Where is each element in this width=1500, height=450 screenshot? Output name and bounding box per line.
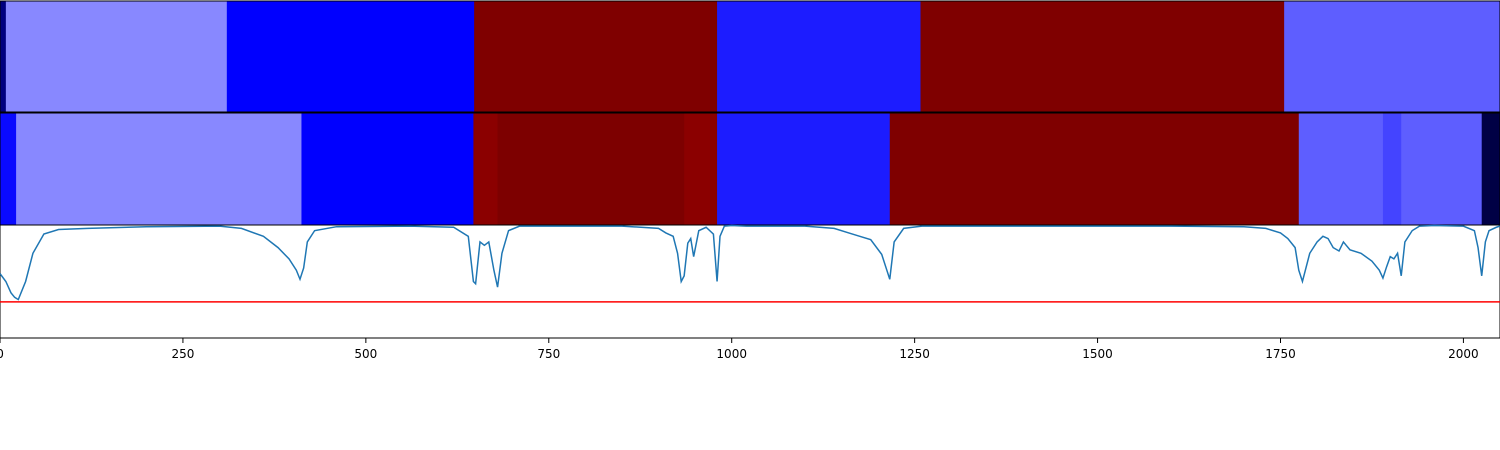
row-1-segment-3 xyxy=(226,1,475,112)
row-2-segment-5 xyxy=(497,113,685,225)
row-1-segment-1 xyxy=(0,1,7,112)
row-1-segment-7 xyxy=(1284,1,1500,112)
row-2-segment-12 xyxy=(1481,113,1500,225)
row-2-segment-11 xyxy=(1401,113,1483,225)
row-2-segment-3 xyxy=(301,113,474,225)
row-1-segment-2 xyxy=(5,1,228,112)
x-tick-label-1000: 1000 xyxy=(716,347,747,361)
row-2-segment-9 xyxy=(1298,113,1384,225)
row-1-frame xyxy=(0,0,1500,113)
row-2-segment-6 xyxy=(684,113,718,225)
segmentation-row-2 xyxy=(0,113,1500,225)
row-2-segment-8 xyxy=(889,113,1300,225)
row-2-segment-4 xyxy=(473,113,499,225)
x-tick-label-2000: 2000 xyxy=(1448,347,1479,361)
x-tick-label-1250: 1250 xyxy=(899,347,930,361)
x-tick-label-500: 500 xyxy=(354,347,377,361)
series-line xyxy=(0,224,1500,301)
x-tick-label-750: 750 xyxy=(537,347,560,361)
x-axis: 0 250 500 750 1000 1250 1500 1750 2000 xyxy=(0,338,1479,361)
row-2-segment-1 xyxy=(0,113,17,225)
row-2-segment-2 xyxy=(16,113,302,225)
x-tick-label-1750: 1750 xyxy=(1265,347,1296,361)
row-2-segment-10 xyxy=(1382,113,1402,225)
row-1-segment-5 xyxy=(717,1,921,112)
x-tick-label-0: 0 xyxy=(0,347,4,361)
row-1-segment-4 xyxy=(474,1,718,112)
line-panel xyxy=(0,224,1500,339)
row-1-segment-6 xyxy=(920,1,1285,112)
segmentation-row-1 xyxy=(0,1,1500,112)
x-tick-label-250: 250 xyxy=(171,347,194,361)
line-panel-frame xyxy=(0,224,1500,339)
x-tick-label-1500: 1500 xyxy=(1082,347,1113,361)
row-2-segment-7 xyxy=(717,113,891,225)
